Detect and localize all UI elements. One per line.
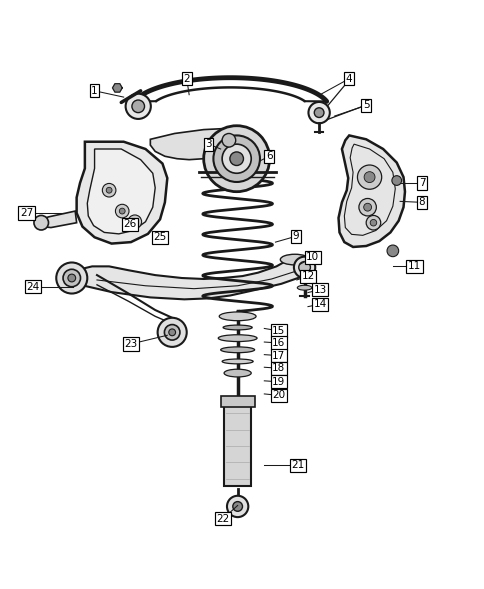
Ellipse shape	[223, 325, 252, 330]
Text: 18: 18	[272, 363, 285, 373]
Circle shape	[357, 165, 381, 189]
Text: 22: 22	[216, 514, 229, 524]
Polygon shape	[150, 128, 232, 160]
Text: 12: 12	[301, 271, 314, 281]
Polygon shape	[72, 257, 314, 299]
Circle shape	[222, 144, 251, 173]
Text: 3: 3	[205, 139, 212, 149]
Circle shape	[164, 325, 180, 340]
Circle shape	[229, 152, 243, 166]
Circle shape	[363, 203, 371, 211]
Ellipse shape	[219, 312, 256, 320]
Text: 14: 14	[313, 299, 326, 309]
Circle shape	[132, 219, 137, 224]
Polygon shape	[338, 135, 404, 247]
Circle shape	[119, 208, 125, 214]
Circle shape	[363, 171, 374, 183]
Ellipse shape	[220, 347, 254, 353]
Text: 2: 2	[183, 74, 190, 84]
Circle shape	[391, 176, 401, 186]
Circle shape	[227, 496, 248, 517]
Circle shape	[213, 135, 259, 182]
Ellipse shape	[224, 369, 251, 377]
Circle shape	[56, 263, 87, 293]
Text: 7: 7	[418, 178, 424, 188]
Text: 5: 5	[362, 100, 369, 110]
Circle shape	[106, 187, 112, 193]
Circle shape	[298, 262, 310, 273]
Ellipse shape	[297, 285, 311, 290]
Polygon shape	[112, 84, 122, 92]
Circle shape	[365, 216, 380, 230]
Circle shape	[125, 94, 151, 119]
Text: 19: 19	[272, 377, 285, 387]
Circle shape	[102, 183, 116, 197]
Text: 4: 4	[345, 74, 352, 84]
Text: 24: 24	[26, 282, 40, 292]
Text: 8: 8	[418, 197, 424, 207]
Ellipse shape	[218, 335, 257, 342]
Circle shape	[168, 329, 175, 336]
Circle shape	[68, 274, 76, 282]
Ellipse shape	[222, 359, 253, 364]
Circle shape	[132, 100, 144, 112]
Circle shape	[63, 269, 80, 287]
Text: 15: 15	[272, 326, 285, 336]
Circle shape	[308, 102, 329, 123]
Text: 6: 6	[265, 151, 272, 161]
Text: 25: 25	[153, 232, 166, 242]
Circle shape	[232, 502, 242, 511]
Text: 20: 20	[272, 391, 285, 401]
Circle shape	[314, 108, 323, 117]
Text: 17: 17	[272, 350, 285, 360]
FancyBboxPatch shape	[224, 406, 251, 486]
Text: 9: 9	[292, 231, 299, 241]
Polygon shape	[87, 149, 155, 234]
Circle shape	[157, 318, 186, 347]
Text: 21: 21	[291, 460, 304, 470]
Text: 1: 1	[91, 86, 98, 96]
Text: 27: 27	[20, 208, 33, 218]
Circle shape	[386, 245, 398, 257]
Text: 26: 26	[123, 219, 136, 229]
Text: 13: 13	[313, 284, 326, 294]
Circle shape	[128, 215, 141, 229]
Circle shape	[115, 204, 129, 218]
Text: 16: 16	[272, 338, 285, 348]
Text: 11: 11	[407, 262, 421, 272]
Circle shape	[222, 134, 235, 147]
Circle shape	[358, 198, 376, 216]
Circle shape	[34, 216, 48, 230]
Ellipse shape	[280, 254, 309, 265]
Polygon shape	[40, 211, 76, 227]
FancyBboxPatch shape	[220, 396, 254, 407]
Text: 10: 10	[305, 252, 319, 262]
Circle shape	[293, 257, 315, 278]
Polygon shape	[76, 142, 167, 244]
Circle shape	[369, 220, 376, 226]
Text: 23: 23	[124, 339, 137, 349]
Circle shape	[203, 125, 269, 191]
